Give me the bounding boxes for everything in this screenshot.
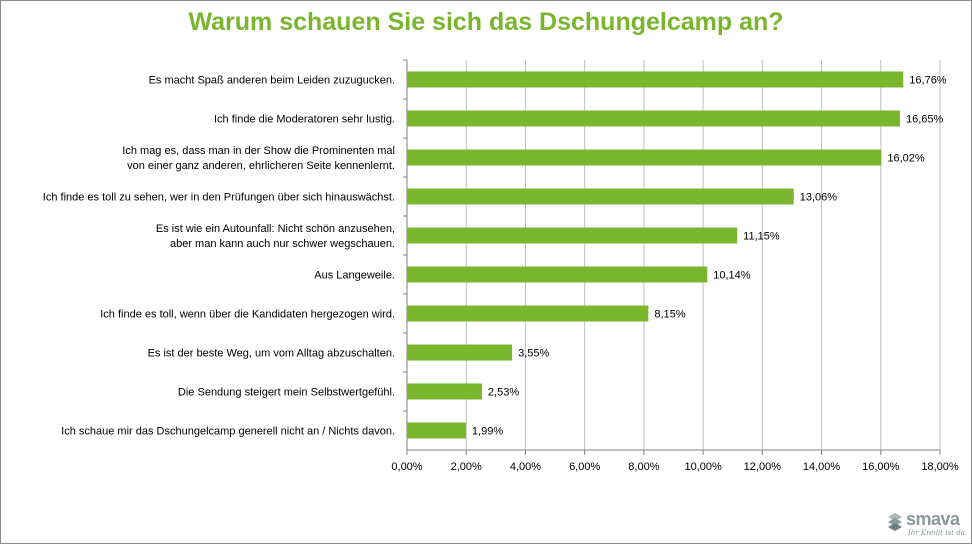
category-label-line: Ich finde es toll zu sehen, wer in den P… [43, 192, 395, 204]
bar [407, 149, 882, 166]
category-label: Ich finde es toll zu sehen, wer in den P… [43, 192, 395, 204]
smava-logo-icon [888, 513, 902, 531]
category-label: Aus Langeweile. [314, 270, 395, 282]
bar [407, 188, 794, 205]
smava-logo: smava Ihr Kredit ist da. [886, 509, 968, 539]
category-label: Es ist wie ein Autounfall: Nicht schön a… [156, 223, 395, 250]
category-label-line: Die Sendung steigert mein Selbstwertgefü… [178, 387, 395, 399]
x-tick-label: 10,00% [684, 461, 722, 473]
x-tick-label: 12,00% [744, 461, 782, 473]
value-label: 16,65% [906, 114, 944, 126]
x-tick-label: 0,00% [391, 461, 422, 473]
category-label-line: Es ist wie ein Autounfall: Nicht schön a… [156, 223, 395, 235]
category-label: Die Sendung steigert mein Selbstwertgefü… [178, 387, 395, 399]
bar [407, 383, 482, 400]
x-tick-label: 2,00% [451, 461, 482, 473]
category-label: Es macht Spaß anderen beim Leiden zuzugu… [149, 75, 395, 87]
category-label-line: Ich schaue mir das Dschungelcamp generel… [61, 426, 395, 438]
value-label: 1,99% [472, 426, 503, 438]
category-label-line: Ich finde es toll, wenn über die Kandida… [100, 309, 395, 321]
value-label: 2,53% [488, 387, 519, 399]
value-label: 8,15% [654, 309, 685, 321]
category-label: Ich finde es toll, wenn über die Kandida… [100, 309, 395, 321]
value-label: 13,06% [800, 192, 838, 204]
x-tick-label: 16,00% [862, 461, 900, 473]
bar [407, 110, 901, 127]
category-label: Ich schaue mir das Dschungelcamp generel… [61, 426, 395, 438]
bar [407, 227, 738, 244]
bar [407, 305, 649, 322]
category-label: Es ist der beste Weg, um vom Alltag abzu… [148, 348, 395, 360]
category-label: Ich mag es, dass man in der Show die Pro… [122, 145, 395, 172]
value-label: 16,02% [887, 153, 925, 165]
category-label-line: Aus Langeweile. [314, 270, 395, 282]
bar [407, 71, 904, 88]
category-label-line: Es macht Spaß anderen beim Leiden zuzugu… [149, 75, 395, 87]
logo-wordmark: smava [906, 509, 960, 529]
chart-title: Warum schauen Sie sich das Dschungelcamp… [188, 8, 784, 36]
bar [407, 422, 466, 439]
value-label: 16,76% [909, 75, 947, 87]
category-label-line: Ich finde die Moderatoren sehr lustig. [214, 114, 395, 126]
logo-tagline: Ihr Kredit ist da. [908, 529, 968, 537]
bar [407, 344, 513, 361]
value-label: 3,55% [518, 348, 549, 360]
x-tick-label: 14,00% [803, 461, 841, 473]
category-label: Ich finde die Moderatoren sehr lustig. [214, 114, 395, 126]
x-tick-label: 18,00% [921, 461, 959, 473]
x-tick-label: 8,00% [628, 461, 659, 473]
x-tick-label: 4,00% [510, 461, 541, 473]
category-label-line: von einer ganz anderen, ehrlicheren Seit… [127, 160, 395, 172]
bar [407, 266, 708, 283]
value-label: 10,14% [713, 270, 751, 282]
category-label-line: Ich mag es, dass man in der Show die Pro… [122, 145, 395, 157]
x-tick-label: 6,00% [569, 461, 600, 473]
category-label-line: aber man kann auch nur schwer wegschauen… [170, 238, 395, 250]
value-label: 11,15% [743, 231, 780, 243]
category-label-line: Es ist der beste Weg, um vom Alltag abzu… [148, 348, 395, 360]
